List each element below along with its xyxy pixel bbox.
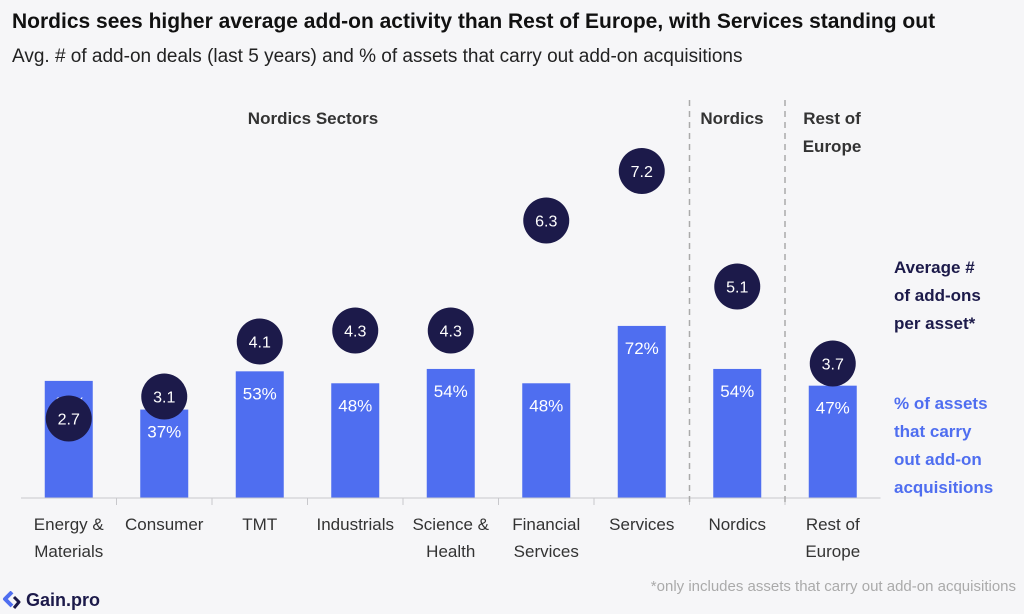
avg-bubble: [332, 307, 379, 354]
x-tick-label: TMT: [242, 515, 277, 534]
legend-avg-line2: of add-ons: [894, 286, 981, 305]
bar-value-label: 53%: [243, 384, 277, 403]
gain-pro-logo[interactable]: Gain.pro: [2, 590, 100, 611]
avg-bubble: [523, 197, 570, 244]
avg-bubble: [809, 340, 856, 387]
legend-pct-line4: acquisitions: [894, 478, 994, 497]
avg-bubble-label: 3.1: [153, 390, 175, 407]
bar: [331, 383, 380, 498]
avg-bubble-label: 4.3: [440, 324, 462, 341]
logo-text: Gain.pro: [26, 590, 101, 610]
chart-subtitle: Avg. # of add-on deals (last 5 years) an…: [12, 46, 743, 67]
bar-value-label: 48%: [529, 396, 563, 415]
bar: [617, 325, 666, 498]
avg-bubble-label: 3.7: [822, 357, 844, 374]
x-tick-label: Services: [609, 515, 674, 534]
x-tick-label: Energy & Materials: [34, 515, 105, 561]
bubbles-layer: 2.7 3.1 4.1 4.3 4.3 6.3 7.2 5.1 3.7: [45, 148, 856, 442]
bar: [140, 409, 189, 498]
avg-bubble-label: 4.1: [249, 335, 271, 352]
avg-bubble: [141, 373, 188, 420]
avg-bubble: [236, 318, 283, 365]
bar-value-label: 54%: [434, 382, 468, 401]
legend-pct-line3: out add-on: [894, 450, 982, 469]
group-label-rest-line2: Europe: [802, 137, 862, 156]
avg-bubble: [45, 395, 92, 442]
avg-bubble: [618, 148, 665, 194]
avg-bubble-label: 2.7: [58, 412, 80, 429]
x-tick-label: Financial Services: [512, 515, 580, 561]
bar-value-label: 37%: [147, 423, 181, 442]
group-label-rest-of-europe: Rest of Europe: [780, 105, 884, 161]
bar-value-label: 47%: [816, 399, 850, 418]
legend-avg-line3: per asset*: [894, 314, 976, 333]
legend-pct-line1: % of assets: [894, 394, 988, 413]
footnote: *only includes assets that carry out add…: [650, 578, 1016, 595]
x-tick-label: Rest of Europe: [805, 515, 860, 561]
x-tick-label: Nordics: [708, 515, 766, 534]
legend-avg-line1: Average #: [894, 258, 975, 277]
x-tick-label: Consumer: [125, 515, 204, 534]
bar: [426, 368, 475, 498]
bar: [235, 371, 284, 498]
chart-title: Nordics sees higher average add-on activ…: [12, 10, 936, 33]
bar: [808, 385, 857, 498]
avg-bubble-label: 7.2: [631, 164, 653, 181]
axis-layer: Energy & Materials Consumer TMT Industrials S…: [21, 100, 881, 561]
avg-bubble: [427, 307, 474, 354]
bar: [713, 368, 762, 498]
bar: [522, 383, 571, 498]
x-tick-label: Industrials: [317, 515, 394, 534]
legend-pct-assets: % of assets that carry out add-on acquis…: [894, 390, 1019, 502]
avg-bubble-label: 6.3: [535, 214, 557, 231]
gain-pro-logo-icon: [3, 590, 21, 609]
avg-bubble-label: 4.3: [344, 324, 366, 341]
group-label-rest-line1: Rest of: [803, 109, 861, 128]
x-tick-label: Science & Health: [412, 515, 489, 561]
legend-pct-line2: that carry: [894, 422, 972, 441]
group-label-sectors: Nordics Sectors: [247, 109, 379, 128]
avg-bubble-label: 5.1: [726, 280, 748, 297]
bar-value-label: 54%: [720, 382, 754, 401]
bar-value-label: 72%: [625, 339, 659, 358]
bar-value-label: 48%: [338, 396, 372, 415]
legend-average-addons: Average # of add-ons per asset*: [894, 254, 981, 338]
avg-bubble: [714, 263, 761, 310]
group-label-nordics: Nordics: [700, 109, 764, 128]
